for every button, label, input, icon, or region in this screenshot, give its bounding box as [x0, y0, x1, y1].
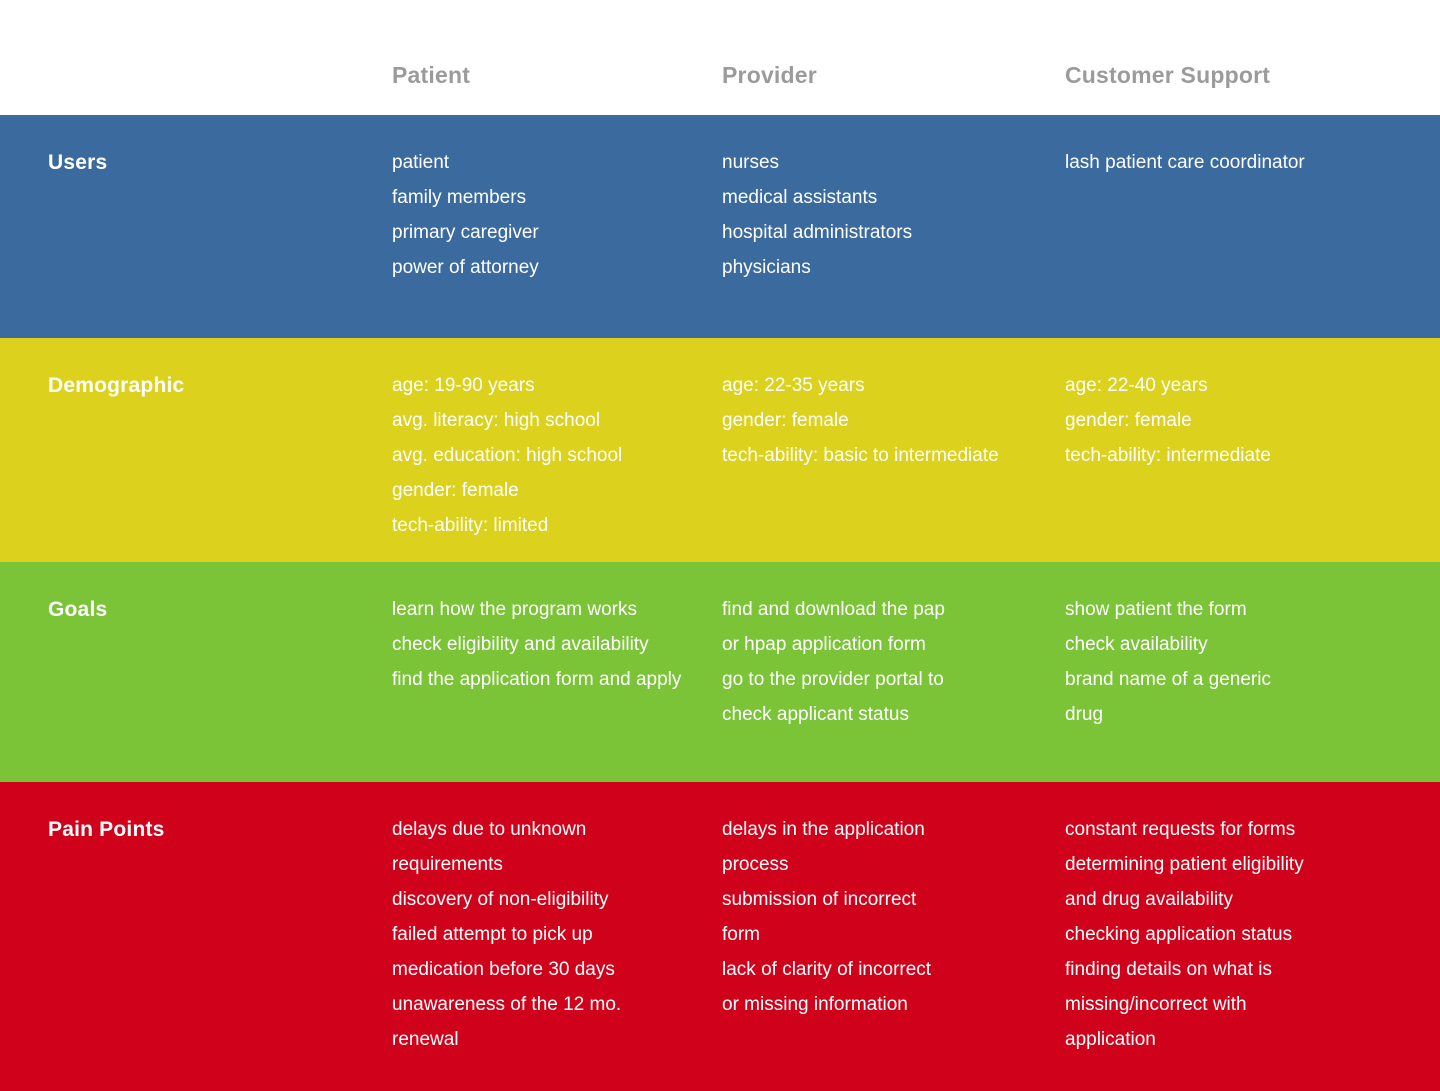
cell-item: determining patient eligibility and drug… [1065, 854, 1304, 910]
cell-item: lack of clarity of incorrect or missing … [722, 959, 932, 1015]
cell-pain-points-provider: delays in the application process submis… [722, 812, 1065, 1091]
cell-item: go to the provider portal to check appli… [722, 669, 944, 725]
cell-goals-provider: find and download the pap or hpap applic… [722, 592, 1065, 782]
cell-item: age: 19-90 years [392, 375, 535, 396]
row-label-demographic: Demographic [48, 374, 185, 397]
cell-item: tech-ability: limited [392, 515, 549, 536]
cell-item: gender: female [722, 410, 849, 431]
cell-item: hospital administrators [722, 222, 913, 243]
cell-item: power of attorney [392, 257, 539, 278]
cell-item: gender: female [392, 480, 519, 501]
cell-item: family members [392, 187, 527, 208]
cell-item: age: 22-35 years [722, 375, 865, 396]
cell-users-customer-support: lash patient care coordinator [1065, 145, 1440, 338]
cell-item: tech-ability: basic to intermediate [722, 445, 999, 466]
cell-item: avg. literacy: high school [392, 410, 601, 431]
cell-item: unawareness of the 12 mo. renewal [392, 994, 622, 1050]
cell-item: brand name of a generic drug [1065, 669, 1271, 725]
cell-item: patient [392, 152, 450, 173]
cell-item: submission of incorrect form [722, 889, 917, 945]
cell-item: age: 22-40 years [1065, 375, 1208, 396]
cell-item: check availability [1065, 634, 1208, 655]
row-pain-points: Pain Points delays due to unknown requir… [0, 782, 1440, 1091]
cell-goals-patient: learn how the program works check eligib… [392, 592, 722, 782]
column-header-patient: Patient [392, 62, 471, 88]
cell-pain-points-customer-support: constant requests for forms determining … [1065, 812, 1440, 1091]
cell-item: physicians [722, 257, 811, 278]
column-header-customer-support: Customer Support [1065, 62, 1271, 88]
row-label-goals: Goals [48, 598, 108, 621]
cell-item: learn how the program works [392, 599, 637, 620]
cell-item: primary caregiver [392, 222, 539, 243]
cell-item: failed attempt to pick up medication bef… [392, 924, 615, 980]
cell-item: tech-ability: intermediate [1065, 445, 1271, 466]
cell-item: lash patient care coordinator [1065, 152, 1305, 173]
cell-item: show patient the form [1065, 599, 1247, 620]
cell-demographic-patient: age: 19-90 years avg. literacy: high sch… [392, 368, 722, 562]
cell-item: medical assistants [722, 187, 878, 208]
row-demographic: Demographic age: 19-90 years avg. litera… [0, 338, 1440, 562]
cell-goals-customer-support: show patient the form check availability… [1065, 592, 1440, 782]
cell-users-provider: nurses medical assistants hospital admin… [722, 145, 1065, 338]
cell-demographic-provider: age: 22-35 years gender: female tech-abi… [722, 368, 1065, 562]
cell-item: delays in the application process [722, 819, 925, 875]
cell-item: finding details on what is missing/incor… [1065, 959, 1273, 1050]
cell-demographic-customer-support: age: 22-40 years gender: female tech-abi… [1065, 368, 1440, 562]
row-label-pain-points: Pain Points [48, 818, 165, 841]
cell-item: constant requests for forms [1065, 819, 1296, 840]
header-spacer [0, 58, 392, 115]
cell-users-patient: patient family members primary caregiver… [392, 145, 722, 338]
cell-item: gender: female [1065, 410, 1192, 431]
cell-item: find and download the pap or hpap applic… [722, 599, 945, 655]
cell-item: avg. education: high school [392, 445, 623, 466]
cell-item: discovery of non-eligibility [392, 889, 609, 910]
cell-item: find the application form and apply [392, 669, 682, 690]
cell-item: check eligibility and availability [392, 634, 649, 655]
row-goals: Goals learn how the program works check … [0, 562, 1440, 782]
column-header-provider: Provider [722, 62, 817, 88]
column-header-row: Patient Provider Customer Support [0, 0, 1440, 115]
cell-pain-points-patient: delays due to unknown requirements disco… [392, 812, 722, 1091]
row-users: Users patient family members primary car… [0, 115, 1440, 338]
row-label-users: Users [48, 151, 108, 174]
cell-item: nurses [722, 152, 780, 173]
cell-item: checking application status [1065, 924, 1293, 945]
cell-item: delays due to unknown requirements [392, 819, 587, 875]
